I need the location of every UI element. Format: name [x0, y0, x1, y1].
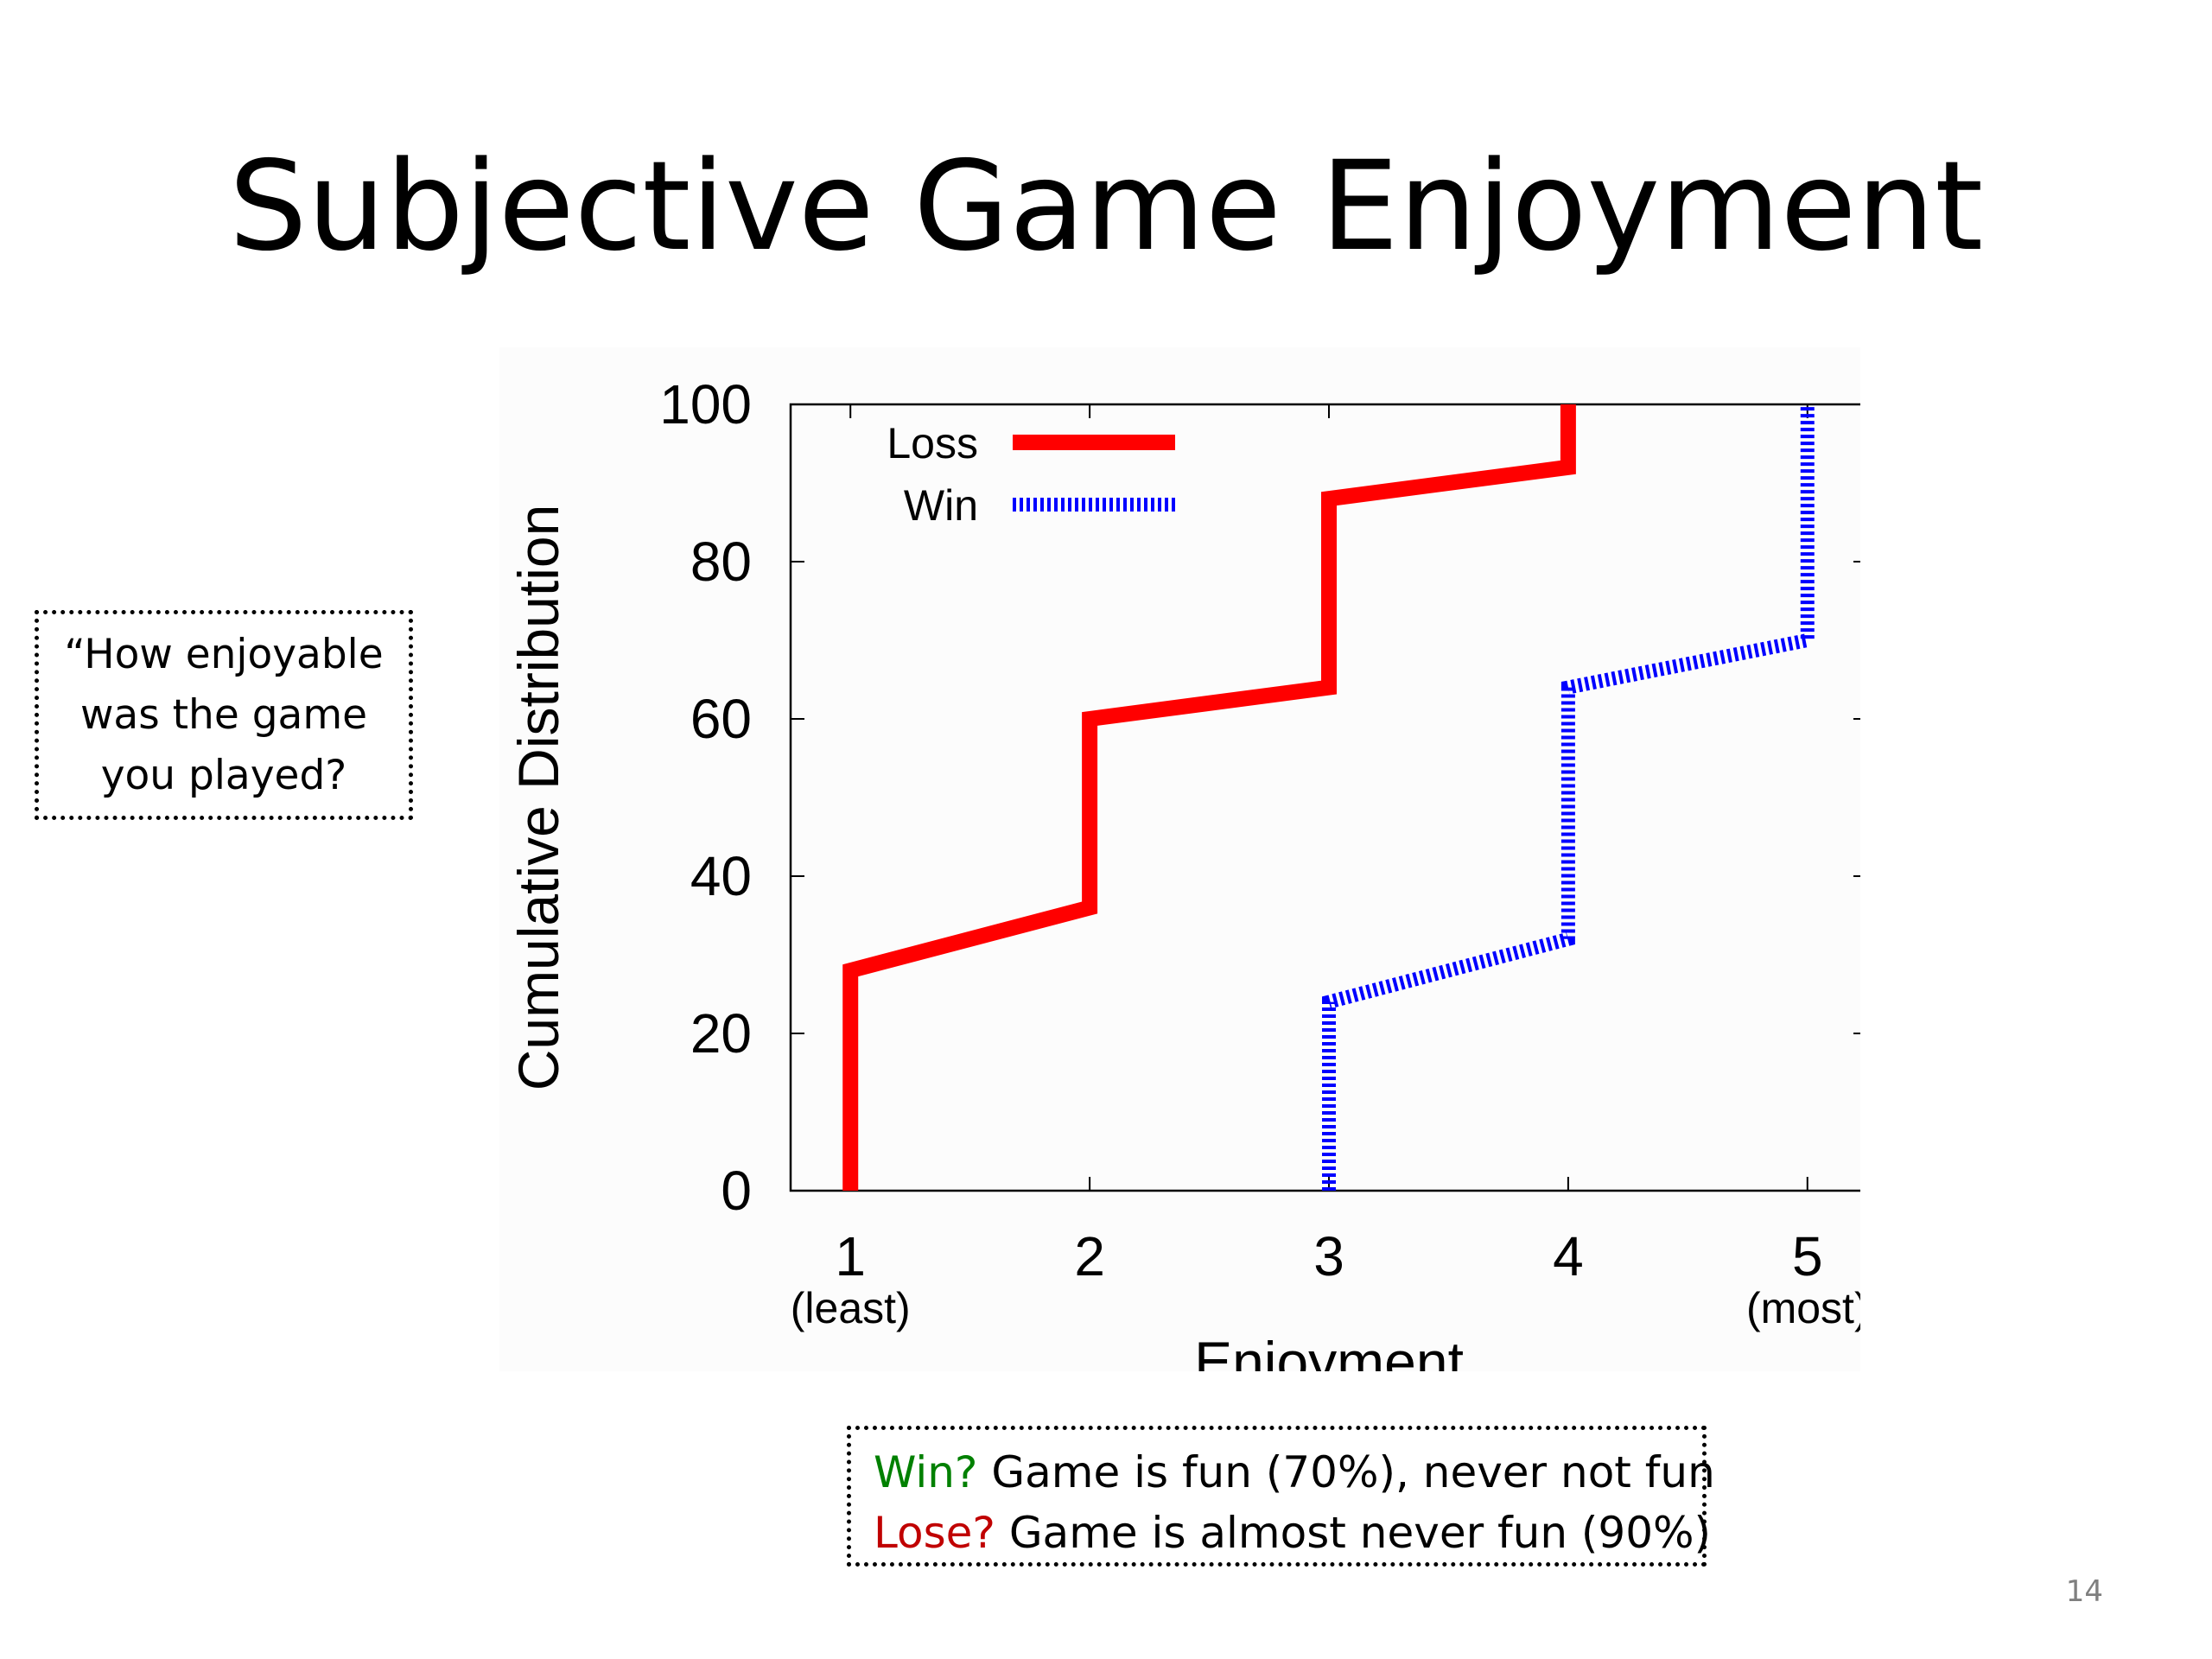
summary-win-line: Win? Game is fun (70%), never not fun	[874, 1442, 1715, 1503]
series-line-win	[1322, 404, 1815, 1191]
question-line: “How enjoyable	[64, 630, 384, 678]
question-line: you played?	[100, 751, 347, 799]
question-callout: “How enjoyable was the game you played?	[35, 610, 413, 820]
legend-label-loss: Loss	[887, 419, 978, 467]
y-tick-label: 80	[690, 531, 752, 593]
win-label: Win?	[874, 1447, 978, 1497]
x-tick-sublabel: (least)	[791, 1284, 911, 1332]
y-tick-label: 60	[690, 688, 752, 750]
lose-text: Game is almost never fun (90%)	[995, 1508, 1712, 1558]
y-tick-label: 0	[721, 1160, 752, 1222]
summary-lose-line: Lose? Game is almost never fun (90%)	[874, 1503, 1711, 1563]
win-text: Game is fun (70%), never not fun	[977, 1447, 1715, 1497]
cdf-chart: 0 20 40 60 80 100 1(least) 2 3 4 5(most) Enjoyment C…	[506, 373, 1860, 1371]
question-text: “How enjoyable was the game you played?	[64, 625, 383, 806]
slide-title: Subjective Game Enjoyment	[228, 134, 1984, 278]
y-tick-label: 40	[690, 845, 752, 907]
question-line: was the game	[79, 690, 368, 739]
x-axis-label: Enjoyment	[1194, 1330, 1464, 1371]
x-tick-label: 4	[1553, 1225, 1584, 1287]
series-line-loss	[842, 404, 1576, 1191]
slide-number: 14	[2065, 1574, 2103, 1609]
x-tick-label: 3	[1313, 1225, 1344, 1287]
x-tick-label: 1	[835, 1225, 866, 1287]
chart-panel: 0 20 40 60 80 100 1 (least) 2 3 4 5 (most) Enjoyment C…	[499, 347, 1860, 1371]
x-tick-label: 2	[1074, 1225, 1105, 1287]
x-tick-label: 5	[1792, 1225, 1823, 1287]
y-axis-label: Cumulative Distribution	[506, 505, 570, 1091]
x-tick-sublabel: (most)	[1746, 1284, 1860, 1332]
y-tick-label: 20	[690, 1002, 752, 1065]
y-tick-label: 100	[659, 373, 752, 435]
summary-callout: Win? Game is fun (70%), never not fun Lo…	[847, 1426, 1715, 1567]
legend-label-win: Win	[904, 481, 978, 530]
lose-label: Lose?	[874, 1508, 995, 1558]
